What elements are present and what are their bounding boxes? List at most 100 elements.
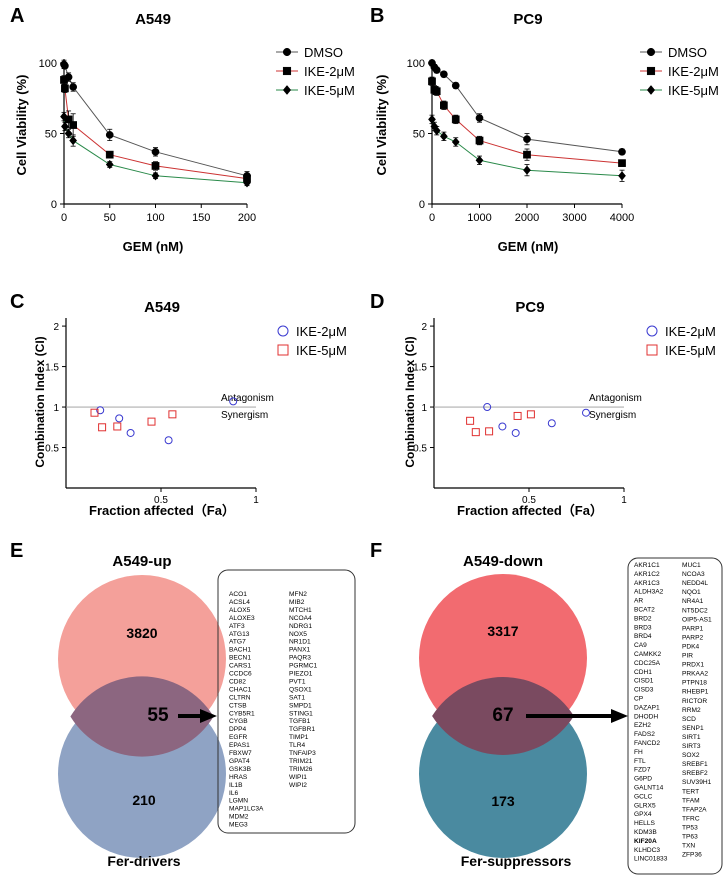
y-tick-label: 1	[53, 403, 59, 414]
gene-name: NCOA4	[289, 615, 312, 622]
gene-name: NQO1	[682, 589, 701, 596]
data-point-0	[105, 131, 114, 139]
legend-label-2: IKE-5μM	[304, 83, 355, 98]
gene-name: MEG3	[229, 822, 248, 829]
gene-name: CLTRN	[229, 694, 251, 701]
gene-name: TRIM26	[289, 766, 313, 773]
gene-name: WIPI1	[289, 774, 307, 781]
chart-b-ylabel: Cell Viability (%)	[374, 75, 389, 176]
y-tick-label: 1.5	[45, 363, 59, 374]
gene-name: SIRT3	[682, 743, 701, 750]
gene-name: IL6	[229, 790, 238, 797]
gene-name: NEDD4L	[682, 580, 708, 587]
gene-name: GSK3B	[229, 766, 252, 773]
panel-letter-e: E	[10, 540, 23, 562]
gene-name: TLR4	[289, 742, 305, 749]
panel-e-venn-fer-drivers: E A549-up 3820 55 210 Fer-drivers ACO1AC…	[10, 540, 356, 869]
gene-name: DAZAP1	[634, 704, 660, 711]
x-tick-label: 0	[61, 212, 67, 224]
y-tick-label: 100	[407, 58, 425, 70]
gene-name: NOX5	[289, 631, 307, 638]
chart-c-antagonism: Antagonism	[221, 393, 274, 404]
gene-name: SIRT1	[682, 734, 701, 741]
gene-name: PAQR3	[289, 655, 311, 662]
gene-name: NR4A1	[682, 598, 704, 605]
y-tick-label: 0	[51, 199, 57, 211]
chart-c-xlabel: Fraction affected（Fa）	[89, 503, 235, 518]
data-point-0	[451, 81, 460, 90]
gene-name: FH	[634, 749, 643, 756]
gene-name: WIPI2	[289, 782, 307, 789]
ci-point-0	[96, 406, 105, 415]
gene-name: CARS1	[229, 663, 251, 670]
data-point-1	[475, 136, 484, 145]
gene-name: SCD	[682, 716, 696, 723]
x-tick-label: 0.5	[522, 495, 536, 506]
panel-letter-f: F	[370, 540, 382, 562]
panel-letter-a: A	[10, 5, 24, 27]
y-tick-label: 1	[421, 403, 427, 414]
data-point-0	[523, 135, 531, 143]
gene-name: SAT1	[289, 694, 305, 701]
gene-name: ATG13	[229, 631, 250, 638]
gene-name: TERT	[682, 788, 699, 795]
gene-name: ALOX5	[229, 607, 251, 614]
data-point-2	[105, 159, 114, 170]
legend-marker-0	[282, 47, 292, 57]
gene-name: DHODH	[634, 713, 658, 720]
gene-name: HRAS	[229, 774, 248, 781]
gene-name: STING1	[289, 710, 313, 717]
legend-marker-0	[646, 325, 658, 337]
ci-point-1	[471, 428, 480, 437]
gene-name: TGFB1	[289, 718, 311, 725]
ci-point-1	[513, 411, 522, 420]
data-point-0	[151, 147, 160, 156]
gene-name: KLHDC3	[634, 847, 660, 854]
gene-name: EGFR	[229, 734, 248, 741]
gene-name: GPX4	[634, 811, 652, 818]
ci-point-0	[115, 414, 124, 423]
legend-marker-1	[277, 344, 289, 356]
gene-name: CTSB	[229, 702, 247, 709]
series-line-0	[63, 64, 248, 177]
data-point-1	[618, 159, 626, 167]
ci-point-0	[582, 408, 590, 417]
gene-name: SENP1	[682, 725, 704, 732]
data-point-1	[523, 150, 531, 159]
panel-d-ci-pc9: D PC9 Combination Index (CI) Fraction af…	[370, 291, 642, 518]
gene-name: BECN1	[229, 655, 251, 662]
chart-d-xlabel: Fraction affected（Fa）	[457, 503, 603, 518]
gene-name: DPP4	[229, 726, 247, 733]
gene-name: FANCD2	[634, 740, 660, 747]
gene-name: CYB5R1	[229, 710, 255, 717]
venn-f-arrow	[526, 709, 628, 723]
venn-e-gene-box	[217, 569, 356, 834]
gene-name: PIEZO1	[289, 671, 313, 678]
legend-label-1: IKE-5μM	[665, 343, 716, 358]
gene-name: CDC25A	[634, 660, 661, 667]
legend-label-1: IKE-5μM	[296, 343, 347, 358]
gene-name: ATG7	[229, 639, 246, 646]
gene-name: RRM2	[682, 707, 701, 714]
ci-point-0	[229, 397, 238, 406]
gene-name: AKR1C3	[634, 580, 660, 587]
ci-point-1	[485, 427, 494, 436]
y-tick-label: 1.5	[413, 363, 427, 374]
gene-name: MFN2	[289, 591, 307, 598]
gene-name: TRIM21	[289, 758, 313, 765]
data-point-1	[60, 76, 68, 84]
data-point-2	[432, 125, 441, 136]
data-point-2	[428, 114, 436, 125]
chart-a-title: A549	[135, 11, 171, 28]
ci-point-1	[147, 417, 156, 426]
gene-name: ACO1	[229, 591, 247, 598]
chart-c-plot: 0.5 1 0.5 1 1.5 2 IKE-2μM IKE-5μM	[45, 318, 347, 506]
data-point-2	[439, 131, 448, 142]
data-point-1	[440, 101, 448, 110]
data-point-0	[432, 66, 441, 74]
venn-f-overlap-region	[432, 677, 574, 755]
data-point-2	[69, 135, 78, 146]
legend-marker-1	[646, 344, 658, 356]
legend-label-1: IKE-2μM	[304, 64, 355, 79]
panel-b-viability-pc9: B PC9 Cell Viability (%) GEM (nM)	[370, 5, 558, 254]
